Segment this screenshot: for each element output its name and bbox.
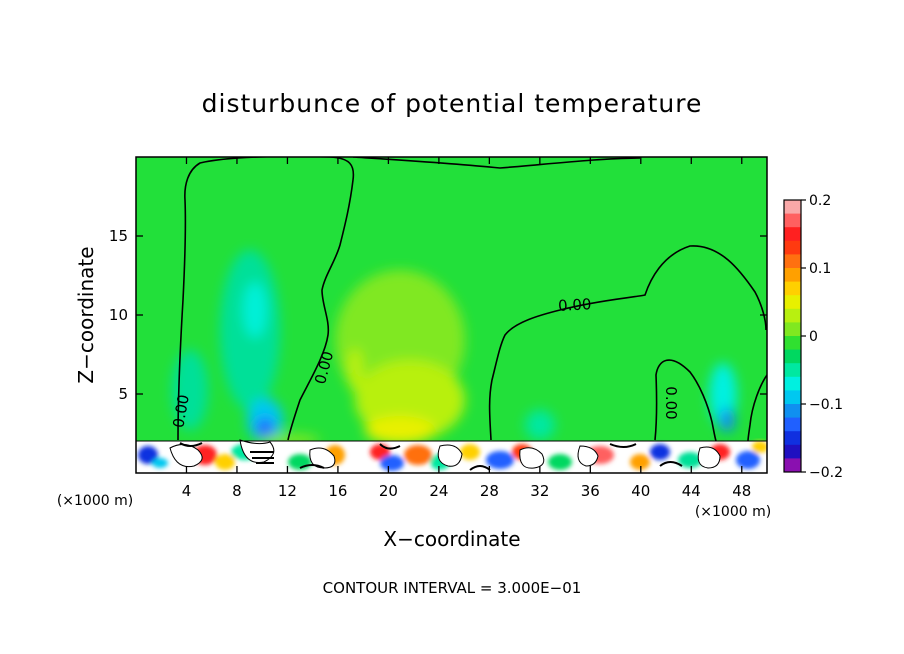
x-tick-label: 48 xyxy=(732,482,751,500)
colorbar-swatch xyxy=(784,295,801,310)
x-tick-label: 24 xyxy=(429,482,448,500)
x-tick-label: 12 xyxy=(278,482,297,500)
x-tick-label: 36 xyxy=(581,482,600,500)
colorbar-swatch xyxy=(784,363,801,378)
x-tick-label: 4 xyxy=(182,482,192,500)
colorbar-swatch xyxy=(784,322,801,337)
y-tick-label: 5 xyxy=(118,385,128,403)
x-unit-left: (×1000 m) xyxy=(57,493,133,509)
x-tick-label: 8 xyxy=(232,482,242,500)
contour-labels: 0.00 0.00 0.00 0.00 xyxy=(169,295,680,429)
colorbar-tick-label: 0.1 xyxy=(809,261,831,277)
x-tick-label: 44 xyxy=(682,482,701,500)
contour-label: 0.00 xyxy=(169,393,193,429)
x-tick-label: 28 xyxy=(480,482,499,500)
colorbar-swatch xyxy=(784,213,801,228)
colorbar-tick-label: 0.2 xyxy=(809,193,831,209)
colorbar-swatch xyxy=(784,268,801,283)
y-axis-label: Z−coordinate xyxy=(74,246,98,383)
x-unit-right: (×1000 m) xyxy=(695,504,771,520)
colorbar-swatch xyxy=(784,458,801,473)
colorbar-swatch xyxy=(784,390,801,405)
x-tick-label: 20 xyxy=(379,482,398,500)
contour-interval: CONTOUR INTERVAL = 3.000E−01 xyxy=(323,579,582,597)
colorbar-swatch xyxy=(784,227,801,242)
zero-contours xyxy=(136,157,767,442)
x-tick-label: 16 xyxy=(328,482,347,500)
colorbar-swatch xyxy=(784,240,801,255)
colorbar-tick-label: −0.2 xyxy=(809,465,843,481)
x-tick-label: 40 xyxy=(631,482,650,500)
contour-label: 0.00 xyxy=(558,295,592,315)
colorbar-swatch xyxy=(784,336,801,351)
colorbar-tick-label: −0.1 xyxy=(809,397,843,413)
chart-title: disturbunce of potential temperature xyxy=(202,89,703,118)
colorbar-swatch xyxy=(784,404,801,419)
colorbar-swatch xyxy=(784,417,801,432)
colorbar-swatch xyxy=(784,349,801,364)
x-axis-label: X−coordinate xyxy=(383,527,520,551)
x-axis: 4 8 12 16 20 24 28 32 36 40 44 48 xyxy=(182,157,751,500)
colorbar-tick-label: 0 xyxy=(809,329,818,345)
y-tick-label: 15 xyxy=(109,227,128,245)
contour-label: 0.00 xyxy=(662,386,680,419)
field-shading xyxy=(172,250,737,446)
colorbar-swatch xyxy=(784,376,801,391)
colorbar-swatch xyxy=(784,431,801,446)
colorbar-swatch xyxy=(784,281,801,296)
y-axis: 5 10 15 xyxy=(109,227,767,403)
colorbar-swatch xyxy=(784,444,801,459)
boundary-layer xyxy=(136,439,767,473)
colorbar: 0.2 0.1 0 −0.1 −0.2 xyxy=(783,193,843,481)
plot-area xyxy=(136,157,767,473)
colorbar-swatch xyxy=(784,308,801,323)
colorbar-swatch xyxy=(784,254,801,269)
colorbar-swatch xyxy=(784,200,801,215)
x-tick-label: 32 xyxy=(530,482,549,500)
y-tick-label: 10 xyxy=(109,306,128,324)
